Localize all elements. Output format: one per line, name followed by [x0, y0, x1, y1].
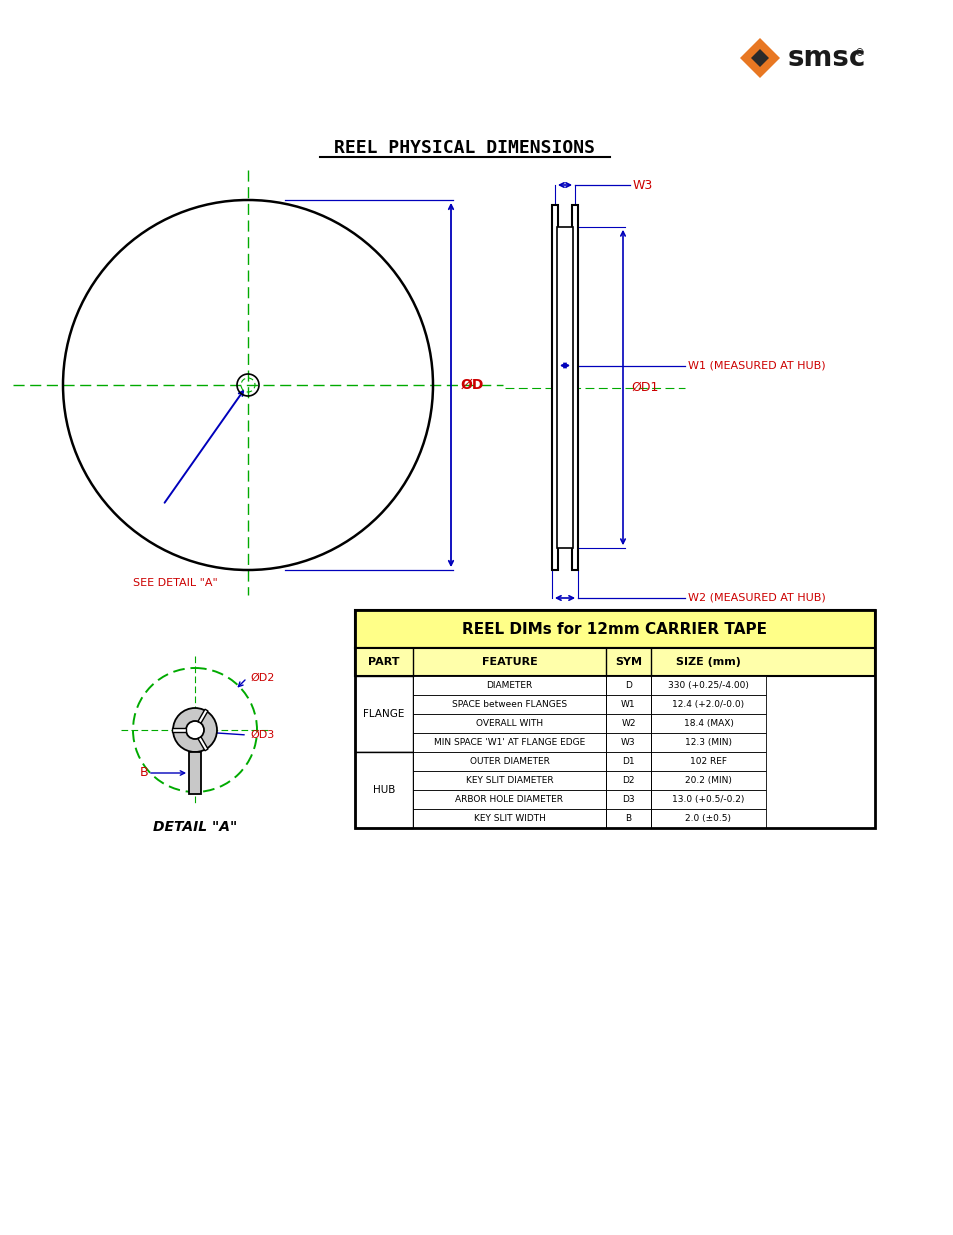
- Text: PART: PART: [368, 657, 399, 667]
- Bar: [605, 771, 650, 790]
- Bar: [650, 790, 765, 809]
- Text: ARBOR HOLE DIAMETER: ARBOR HOLE DIAMETER: [455, 795, 563, 804]
- Text: W1 (MEASURED AT HUB): W1 (MEASURED AT HUB): [687, 361, 824, 370]
- Bar: [605, 752, 650, 771]
- Bar: [413, 771, 605, 790]
- Bar: [413, 790, 605, 809]
- Bar: [413, 809, 605, 827]
- Text: W3: W3: [620, 739, 635, 747]
- Text: DIAMETER: DIAMETER: [486, 680, 532, 690]
- Text: OUTER DIAMETER: OUTER DIAMETER: [469, 757, 549, 766]
- Text: W1: W1: [620, 700, 635, 709]
- Text: B: B: [140, 767, 149, 779]
- Bar: [605, 790, 650, 809]
- Bar: [413, 714, 605, 734]
- Bar: [605, 676, 650, 695]
- Text: SPACE between FLANGES: SPACE between FLANGES: [452, 700, 566, 709]
- Bar: [355, 648, 874, 676]
- Text: 20.2 (MIN): 20.2 (MIN): [684, 776, 731, 785]
- Text: D1: D1: [621, 757, 634, 766]
- Text: SIZE (mm): SIZE (mm): [676, 657, 740, 667]
- Circle shape: [172, 708, 216, 752]
- Bar: [355, 610, 874, 827]
- Text: ®: ®: [854, 48, 863, 58]
- Text: 13.0 (+0.5/-0.2): 13.0 (+0.5/-0.2): [672, 795, 744, 804]
- Bar: [572, 205, 578, 571]
- Text: W3: W3: [633, 179, 653, 191]
- Bar: [605, 809, 650, 827]
- Text: B: B: [625, 814, 631, 823]
- Bar: [650, 809, 765, 827]
- Bar: [605, 714, 650, 734]
- Bar: [557, 227, 573, 548]
- Text: ØD3: ØD3: [250, 730, 274, 740]
- Text: REEL PHYSICAL DIMENSIONS: REEL PHYSICAL DIMENSIONS: [335, 140, 595, 157]
- Text: ØD: ØD: [460, 378, 484, 391]
- Text: KEY SLIT DIAMETER: KEY SLIT DIAMETER: [465, 776, 553, 785]
- Text: 2.0 (±0.5): 2.0 (±0.5): [685, 814, 731, 823]
- Text: 12.3 (MIN): 12.3 (MIN): [684, 739, 731, 747]
- Text: D2: D2: [621, 776, 634, 785]
- Text: MIN SPACE 'W1' AT FLANGE EDGE: MIN SPACE 'W1' AT FLANGE EDGE: [434, 739, 584, 747]
- Text: OVERALL WITH: OVERALL WITH: [476, 719, 542, 727]
- Text: SEE DETAIL "A": SEE DETAIL "A": [132, 578, 217, 588]
- Polygon shape: [740, 38, 780, 78]
- Text: W2 (MEASURED AT HUB): W2 (MEASURED AT HUB): [687, 593, 825, 603]
- Text: ØD2: ØD2: [250, 673, 274, 683]
- Bar: [413, 695, 605, 714]
- Text: D3: D3: [621, 795, 634, 804]
- Text: KEY SLIT WIDTH: KEY SLIT WIDTH: [473, 814, 545, 823]
- Polygon shape: [172, 729, 186, 732]
- Text: REEL DIMs for 12mm CARRIER TAPE: REEL DIMs for 12mm CARRIER TAPE: [462, 621, 767, 636]
- Text: FEATURE: FEATURE: [481, 657, 537, 667]
- Bar: [355, 752, 413, 827]
- Bar: [650, 771, 765, 790]
- Bar: [355, 610, 874, 648]
- Bar: [413, 676, 605, 695]
- Text: W2: W2: [620, 719, 635, 727]
- Bar: [650, 714, 765, 734]
- Bar: [413, 752, 605, 771]
- Bar: [650, 734, 765, 752]
- Bar: [355, 676, 413, 752]
- Bar: [650, 676, 765, 695]
- Bar: [605, 734, 650, 752]
- Text: DETAIL "A": DETAIL "A": [152, 820, 237, 834]
- Text: 18.4 (MAX): 18.4 (MAX): [683, 719, 733, 727]
- Text: 102 REF: 102 REF: [689, 757, 726, 766]
- Bar: [413, 734, 605, 752]
- Bar: [650, 695, 765, 714]
- Text: HUB: HUB: [373, 785, 395, 795]
- Bar: [605, 695, 650, 714]
- Bar: [552, 205, 558, 571]
- Text: ØD1: ØD1: [630, 382, 658, 394]
- Text: 330 (+0.25/-4.00): 330 (+0.25/-4.00): [667, 680, 748, 690]
- Text: FLANGE: FLANGE: [363, 709, 404, 719]
- Polygon shape: [198, 737, 208, 751]
- Bar: [650, 752, 765, 771]
- Circle shape: [186, 721, 204, 739]
- Polygon shape: [750, 49, 768, 67]
- Text: SYM: SYM: [615, 657, 641, 667]
- Text: D: D: [624, 680, 631, 690]
- Text: smsc: smsc: [787, 44, 865, 72]
- Polygon shape: [198, 709, 208, 722]
- Bar: [189, 752, 201, 794]
- Text: 12.4 (+2.0/-0.0): 12.4 (+2.0/-0.0): [672, 700, 743, 709]
